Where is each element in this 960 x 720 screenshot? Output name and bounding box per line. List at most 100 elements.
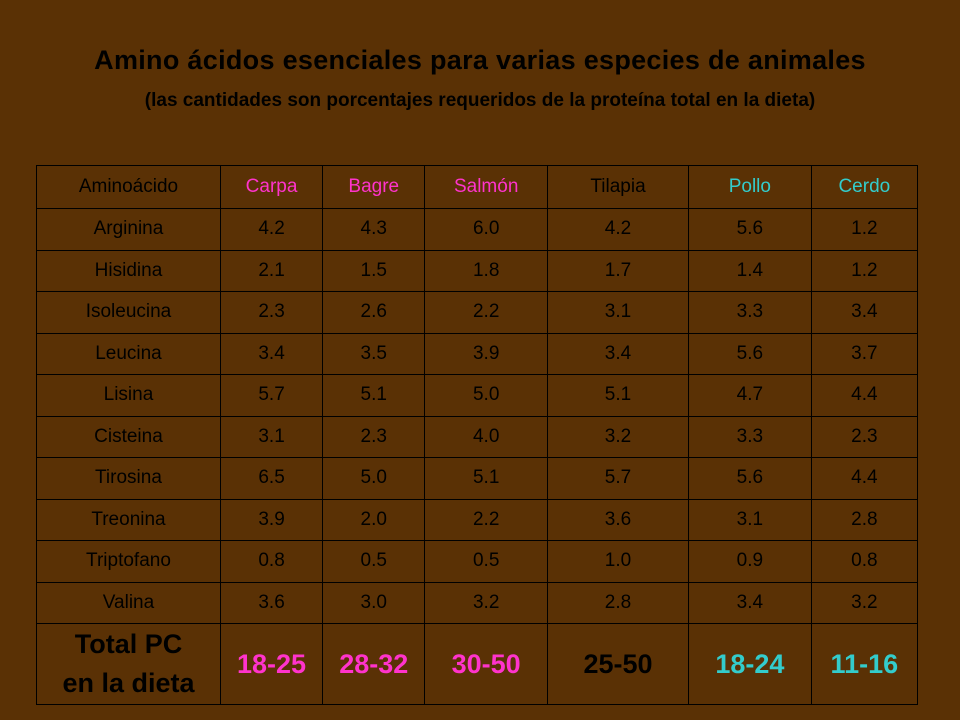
cell-carpa: 6.5: [219, 457, 324, 500]
cell-pollo: 5.6: [688, 332, 812, 375]
table-row: Triptofano 0.8 0.5 0.5 1.0 0.9 0.8: [36, 540, 919, 583]
cell-cerdo: 0.8: [810, 540, 919, 583]
cell-cerdo: 4.4: [810, 457, 919, 500]
table-total-row: Total PC en la dieta 18-25 28-32 30-50 2…: [36, 623, 919, 705]
cell-tilapia: 3.2: [546, 415, 690, 458]
table-row: Hisidina 2.1 1.5 1.8 1.7 1.4 1.2: [36, 249, 919, 292]
total-tilapia: 25-50: [546, 623, 690, 705]
cell-salmon: 0.5: [424, 540, 548, 583]
header-pollo: Pollo: [688, 165, 812, 209]
cell-pollo: 5.6: [688, 457, 812, 500]
cell-salmon: 2.2: [424, 291, 548, 334]
cell-pollo: 3.1: [688, 498, 812, 541]
table-row: Treonina 3.9 2.0 2.2 3.6 3.1 2.8: [36, 498, 919, 541]
cell-cerdo: 2.8: [810, 498, 919, 541]
cell-cerdo: 3.7: [810, 332, 919, 375]
cell-bagre: 1.5: [322, 249, 426, 292]
table-row: Cisteina 3.1 2.3 4.0 3.2 3.3 2.3: [36, 415, 919, 458]
cell-bagre: 2.3: [322, 415, 426, 458]
table-row: Arginina 4.2 4.3 6.0 4.2 5.6 1.2: [36, 208, 919, 251]
amino-acid-name: Leucina: [36, 332, 221, 375]
header-cerdo: Cerdo: [810, 165, 919, 209]
cell-salmon: 2.2: [424, 498, 548, 541]
amino-acid-name: Arginina: [36, 208, 221, 251]
header-salmon: Salmón: [424, 165, 548, 209]
amino-acid-name: Isoleucina: [36, 291, 221, 334]
cell-pollo: 0.9: [688, 540, 812, 583]
table-row: Isoleucina 2.3 2.6 2.2 3.1 3.3 3.4: [36, 291, 919, 334]
amino-acid-name: Triptofano: [36, 540, 221, 583]
amino-acid-name: Treonina: [36, 498, 221, 541]
table-row: Leucina 3.4 3.5 3.9 3.4 5.6 3.7: [36, 332, 919, 375]
header-aminoacido: Aminoácido: [36, 165, 221, 209]
amino-acid-table: Aminoácido Carpa Bagre Salmón Tilapia Po…: [36, 165, 919, 705]
cell-pollo: 4.7: [688, 374, 812, 417]
amino-acid-name: Valina: [36, 581, 221, 624]
cell-carpa: 3.9: [219, 498, 324, 541]
header-carpa: Carpa: [219, 165, 324, 209]
cell-tilapia: 2.8: [546, 581, 690, 624]
cell-cerdo: 4.4: [810, 374, 919, 417]
cell-carpa: 2.1: [219, 249, 324, 292]
cell-salmon: 5.1: [424, 457, 548, 500]
cell-carpa: 5.7: [219, 374, 324, 417]
cell-bagre: 5.1: [322, 374, 426, 417]
cell-tilapia: 3.1: [546, 291, 690, 334]
cell-carpa: 3.4: [219, 332, 324, 375]
total-label: Total PC en la dieta: [36, 623, 221, 705]
slide-title: Amino ácidos esenciales para varias espe…: [94, 45, 866, 75]
cell-carpa: 2.3: [219, 291, 324, 334]
cell-pollo: 3.4: [688, 581, 812, 624]
cell-cerdo: 3.4: [810, 291, 919, 334]
cell-carpa: 0.8: [219, 540, 324, 583]
total-pollo: 18-24: [688, 623, 812, 705]
cell-tilapia: 3.6: [546, 498, 690, 541]
cell-carpa: 3.6: [219, 581, 324, 624]
cell-tilapia: 1.7: [546, 249, 690, 292]
cell-salmon: 1.8: [424, 249, 548, 292]
cell-pollo: 3.3: [688, 291, 812, 334]
cell-tilapia: 3.4: [546, 332, 690, 375]
cell-salmon: 4.0: [424, 415, 548, 458]
cell-carpa: 4.2: [219, 208, 324, 251]
cell-salmon: 3.2: [424, 581, 548, 624]
cell-tilapia: 4.2: [546, 208, 690, 251]
slide-subtitle: (las cantidades son porcentajes requerid…: [144, 90, 816, 111]
cell-tilapia: 1.0: [546, 540, 690, 583]
cell-salmon: 5.0: [424, 374, 548, 417]
cell-bagre: 4.3: [322, 208, 426, 251]
cell-tilapia: 5.1: [546, 374, 690, 417]
cell-salmon: 3.9: [424, 332, 548, 375]
total-bagre: 28-32: [322, 623, 426, 705]
cell-cerdo: 1.2: [810, 249, 919, 292]
cell-bagre: 3.0: [322, 581, 426, 624]
amino-acid-name: Lisina: [36, 374, 221, 417]
cell-bagre: 0.5: [322, 540, 426, 583]
cell-bagre: 3.5: [322, 332, 426, 375]
total-salmon: 30-50: [424, 623, 548, 705]
cell-pollo: 5.6: [688, 208, 812, 251]
header-bagre: Bagre: [322, 165, 426, 209]
amino-acid-name: Cisteina: [36, 415, 221, 458]
header-tilapia: Tilapia: [546, 165, 690, 209]
cell-tilapia: 5.7: [546, 457, 690, 500]
total-label-line2: en la dieta: [62, 668, 195, 698]
cell-pollo: 3.3: [688, 415, 812, 458]
total-carpa: 18-25: [219, 623, 324, 705]
cell-bagre: 5.0: [322, 457, 426, 500]
cell-bagre: 2.0: [322, 498, 426, 541]
amino-acid-name: Tirosina: [36, 457, 221, 500]
cell-cerdo: 2.3: [810, 415, 919, 458]
total-cerdo: 11-16: [810, 623, 919, 705]
table-row: Valina 3.6 3.0 3.2 2.8 3.4 3.2: [36, 581, 919, 624]
table-header-row: Aminoácido Carpa Bagre Salmón Tilapia Po…: [36, 165, 919, 209]
table-row: Tirosina 6.5 5.0 5.1 5.7 5.6 4.4: [36, 457, 919, 500]
cell-cerdo: 3.2: [810, 581, 919, 624]
amino-acid-name: Hisidina: [36, 249, 221, 292]
cell-pollo: 1.4: [688, 249, 812, 292]
table-row: Lisina 5.7 5.1 5.0 5.1 4.7 4.4: [36, 374, 919, 417]
total-label-line1: Total PC: [74, 629, 183, 659]
cell-cerdo: 1.2: [810, 208, 919, 251]
cell-salmon: 6.0: [424, 208, 548, 251]
cell-carpa: 3.1: [219, 415, 324, 458]
